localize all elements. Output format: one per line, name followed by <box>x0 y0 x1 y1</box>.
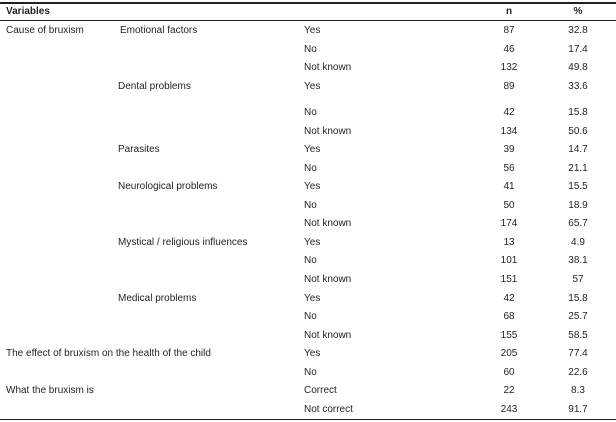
count-cell: 132 <box>500 62 518 74</box>
count-cell: 101 <box>500 255 518 267</box>
percent-cell: 91.7 <box>568 403 588 415</box>
variable-cell: The effect of bruxism on the health of t… <box>6 348 211 360</box>
count-cell: 87 <box>503 25 515 36</box>
answer-cell: Yes <box>304 348 321 360</box>
count-cell: 68 <box>503 311 515 323</box>
count-cell: 13 <box>503 236 515 248</box>
factor-cell: Medical problems <box>118 292 197 304</box>
answer-cell: Yes <box>304 80 321 92</box>
factor-cell: Neurological problems <box>118 181 218 193</box>
percent-cell: 18.9 <box>568 199 588 211</box>
count-cell: 50 <box>503 199 515 211</box>
factor-cell: Dental problems <box>118 80 191 92</box>
percent-cell: 32.8 <box>568 25 588 36</box>
answer-cell: Not known <box>304 62 352 74</box>
percent-cell: 49.8 <box>568 62 588 74</box>
factor-cell: Mystical / religious influences <box>118 236 248 248</box>
variable-cell: What the bruxism is <box>6 385 94 397</box>
count-cell: 56 <box>503 162 515 174</box>
header-cell: Variables <box>6 6 50 17</box>
count-cell: 42 <box>503 292 515 304</box>
percent-cell: 15.8 <box>568 292 588 304</box>
percent-cell: 15.5 <box>568 181 588 193</box>
variable-cell: Cause of bruxism <box>6 25 84 36</box>
percent-cell: 17.4 <box>568 43 588 55</box>
factor-cell: Parasites <box>118 144 160 156</box>
header-rule <box>0 20 616 21</box>
answer-cell: Yes <box>304 181 321 193</box>
header-cell: n <box>505 6 513 17</box>
count-cell: 39 <box>503 144 515 156</box>
answer-cell: No <box>304 366 317 378</box>
answer-cell: No <box>304 199 317 211</box>
answer-cell: Not known <box>304 218 352 230</box>
answer-cell: Not correct <box>304 403 353 415</box>
answer-cell: Not known <box>304 273 352 285</box>
count-cell: 243 <box>500 403 518 415</box>
answer-cell: No <box>304 311 317 323</box>
percent-cell: 58.5 <box>568 329 588 341</box>
answer-cell: No <box>304 107 317 118</box>
count-cell: 60 <box>503 366 515 378</box>
answer-cell: No <box>304 255 317 267</box>
bottom-rule <box>0 419 616 421</box>
percent-cell: 14.7 <box>568 144 588 156</box>
percent-cell: 25.7 <box>568 311 588 323</box>
percent-cell: 15.8 <box>568 107 588 118</box>
answer-cell: Correct <box>304 385 337 397</box>
percent-cell: 33.6 <box>568 80 588 92</box>
header-cell: % <box>573 6 583 17</box>
count-cell: 134 <box>500 125 518 137</box>
count-cell: 174 <box>500 218 518 230</box>
answer-cell: Yes <box>304 144 321 156</box>
count-cell: 41 <box>503 181 515 193</box>
percent-cell: 57 <box>572 273 584 285</box>
percent-cell: 50.6 <box>568 125 588 137</box>
top-rule <box>0 2 616 4</box>
answer-cell: No <box>304 162 317 174</box>
percent-cell: 38.1 <box>568 255 588 267</box>
count-cell: 46 <box>503 43 515 55</box>
percent-cell: 8.3 <box>571 385 585 397</box>
count-cell: 155 <box>500 329 518 341</box>
answer-cell: Yes <box>304 292 321 304</box>
count-cell: 151 <box>500 273 518 285</box>
count-cell: 89 <box>503 80 515 92</box>
percent-cell: 22.6 <box>568 366 588 378</box>
count-cell: 22 <box>503 385 515 397</box>
answer-cell: Yes <box>304 25 321 36</box>
percent-cell: 65.7 <box>568 218 588 230</box>
answer-cell: Not known <box>304 125 352 137</box>
percent-cell: 4.9 <box>571 236 585 248</box>
factor-cell: Emotional factors <box>120 25 198 36</box>
count-cell: 42 <box>503 107 515 118</box>
percent-cell: 21.1 <box>568 162 588 174</box>
answer-cell: No <box>304 43 317 55</box>
answer-cell: Yes <box>304 236 321 248</box>
answer-cell: Not known <box>304 329 352 341</box>
count-cell: 205 <box>500 348 518 360</box>
percent-cell: 77.4 <box>568 348 588 360</box>
